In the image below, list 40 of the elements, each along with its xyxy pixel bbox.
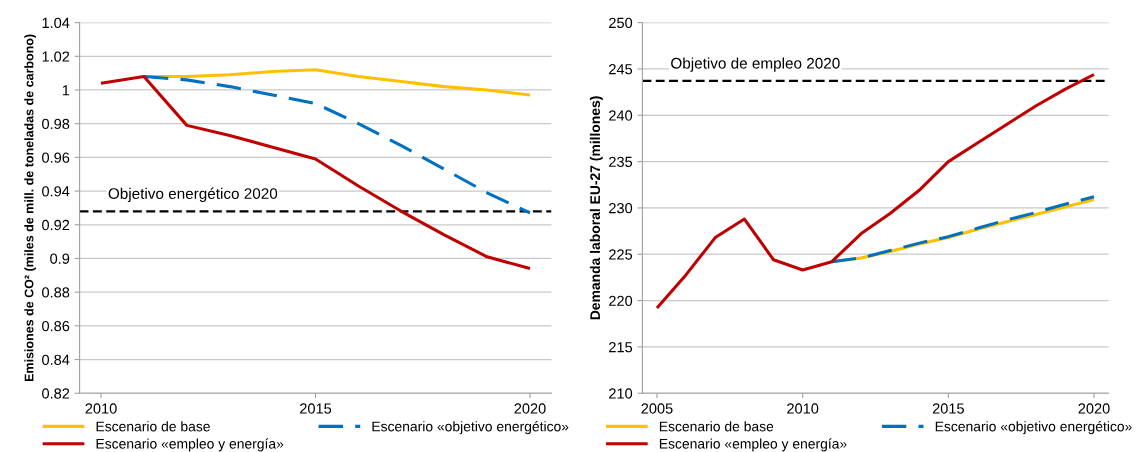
y-tick-label: 235 bbox=[609, 156, 633, 168]
line-series bbox=[99, 74, 532, 271]
x-tick-label: 2005 bbox=[641, 403, 673, 414]
legend-label: Escenario «objetivo energético» bbox=[372, 421, 569, 435]
line-series bbox=[655, 72, 1096, 310]
y-tick-label: 220 bbox=[609, 295, 633, 307]
x-tick-label: 2015 bbox=[932, 403, 964, 414]
x-tick-label: 2010 bbox=[85, 403, 117, 414]
y-tick-label: 0.94 bbox=[42, 186, 70, 197]
x-tick-label: 2020 bbox=[1078, 403, 1110, 414]
y-tick-label: 0.96 bbox=[42, 152, 70, 163]
y-tick-label: 0.82 bbox=[42, 388, 70, 399]
y-tick-label: 225 bbox=[609, 249, 633, 260]
y-tick-label: 215 bbox=[609, 342, 633, 353]
y-tick-label: 1 bbox=[62, 85, 70, 96]
legend-label: Escenario «objetivo energético» bbox=[935, 421, 1132, 435]
x-tick-label: 2020 bbox=[514, 403, 546, 414]
y-tick-label: 230 bbox=[609, 203, 633, 214]
y-tick-label: 0.84 bbox=[42, 354, 70, 365]
y-tick-label: 0.9 bbox=[50, 253, 70, 264]
x-tick-label: 2015 bbox=[300, 403, 332, 414]
legend-label: Escenario «empleo y energía» bbox=[96, 438, 284, 452]
y-tick-label: 1.02 bbox=[42, 51, 70, 62]
y-tick-label: 0.92 bbox=[42, 219, 70, 231]
x-tick-label: 2010 bbox=[787, 403, 819, 414]
y-tick-label: 210 bbox=[609, 388, 633, 399]
legend-label: Escenario «empleo y energía» bbox=[659, 438, 847, 452]
ref-line-label: Objetivo energético 2020 bbox=[108, 187, 278, 203]
y-axis-title: Emisiones de CO² (miles de mill. de toneladas de carbono) bbox=[24, 34, 36, 382]
y-axis-title: Demanda laboral EU-27 (millones) bbox=[589, 96, 603, 320]
y-tick-label: 250 bbox=[609, 17, 633, 29]
y-tick-label: 240 bbox=[609, 110, 633, 121]
y-tick-label: 0.86 bbox=[42, 320, 70, 332]
legend-label: Escenario de base bbox=[659, 421, 774, 432]
y-tick-label: 245 bbox=[609, 64, 633, 75]
y-tick-label: 1.04 bbox=[42, 17, 70, 29]
y-tick-label: 0.98 bbox=[42, 118, 70, 130]
legend-label: Escenario de base bbox=[96, 421, 210, 432]
ref-line-label: Objetivo de empleo 2020 bbox=[671, 57, 840, 72]
y-tick-label: 0.88 bbox=[42, 287, 70, 298]
